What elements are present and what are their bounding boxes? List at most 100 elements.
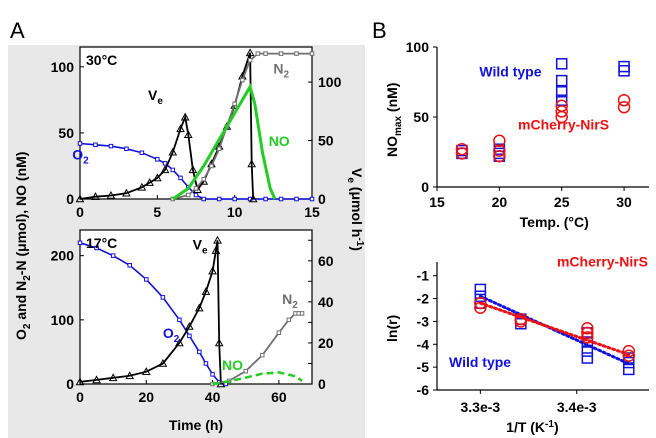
data-point-o2 <box>127 263 132 268</box>
y-tick-label: -6 <box>417 382 430 398</box>
data-point-ve <box>158 358 168 367</box>
x-tick-label: 3.4e-3 <box>557 399 597 415</box>
data-point-o2 <box>294 196 299 202</box>
data-point-ve <box>180 112 190 121</box>
legend-wild-type: Wild type <box>479 63 541 79</box>
fit-line-mcherry-nirs <box>478 301 631 357</box>
data-point-ve <box>211 246 221 254</box>
data-point-mcherry-nirs <box>622 344 636 358</box>
data-point-n2 <box>276 330 282 335</box>
data-point-o2 <box>144 277 149 282</box>
y-axis-label: NOmax (nM) <box>384 83 404 157</box>
x-tick-label: 5 <box>153 204 161 220</box>
legend-wild-type: Wild type <box>449 354 511 370</box>
x-tick-label: 20 <box>138 389 154 405</box>
series-label-n2: N2 <box>273 60 289 80</box>
data-point-mcherry-nirs <box>617 100 631 114</box>
data-point-o2 <box>110 253 116 258</box>
y-tick-label-right: 0 <box>318 191 326 207</box>
data-point-n2 <box>247 57 253 63</box>
series-label-no: NO <box>222 357 243 373</box>
data-point-o2 <box>201 196 206 202</box>
plot-a-bottom-frame <box>79 229 313 385</box>
data-point-o2 <box>197 349 202 355</box>
x-tick-label: 0 <box>76 389 84 405</box>
data-point-n2 <box>263 51 268 56</box>
data-point-n2 <box>243 368 248 374</box>
y-tick-label-left: 50 <box>58 125 74 141</box>
data-point-ve <box>75 194 85 203</box>
y-tick-label-right: 100 <box>318 74 342 90</box>
data-point-mcherry-nirs <box>455 147 469 160</box>
data-point-o2 <box>309 196 315 202</box>
data-point-mcherry-nirs <box>555 105 568 118</box>
data-point-ve <box>194 303 204 312</box>
data-point-ve <box>91 192 100 200</box>
y-tick-label-left: 200 <box>51 248 75 264</box>
data-point-ve <box>168 147 178 156</box>
plot-a-bottom: 0 20 40 60 0 100 200 0 20 40 60 17°C O2 Ve N2 NO <box>51 235 334 405</box>
data-point-ve <box>248 194 258 203</box>
data-point-o2 <box>278 196 284 202</box>
data-point-ve <box>213 235 222 244</box>
data-point-wild-type <box>623 363 635 376</box>
y-tick-label-right: 50 <box>318 133 334 149</box>
data-point-mcherry-nirs <box>514 315 528 328</box>
data-point-o2 <box>155 157 160 162</box>
data-point-n2 <box>309 51 315 56</box>
data-point-mcherry-nirs <box>581 326 594 340</box>
data-point-ve <box>122 188 131 197</box>
series-label-no: NO <box>269 133 290 149</box>
data-point-o2 <box>210 372 215 377</box>
y-tick-label-right: 60 <box>318 253 334 269</box>
data-point-ve <box>185 321 194 330</box>
legend-mcherry-nirs: mCherry-NirS <box>557 254 648 270</box>
y-tick-label-left: 0 <box>66 191 74 207</box>
data-point-n2 <box>286 317 292 323</box>
data-point-o2 <box>177 317 182 323</box>
y-tick-label: -2 <box>417 291 430 307</box>
data-point-o2 <box>232 196 237 202</box>
data-point-ve <box>141 367 151 375</box>
x-tick-label: 3.3e-3 <box>461 399 501 415</box>
series-line-no <box>171 82 277 201</box>
fit-line-wild-type <box>478 294 631 366</box>
series-label-ve: Ve <box>148 87 163 107</box>
x-tick-label: 20 <box>492 194 508 210</box>
plot-b-top: 15 20 25 30 0 50 100 Wild type mCherry-NirS Temp.… <box>384 39 649 230</box>
data-point-o2 <box>139 150 145 155</box>
series-label-ve: Ve <box>193 236 208 256</box>
data-point-mcherry-nirs <box>455 142 469 156</box>
data-point-ve <box>183 130 193 138</box>
data-point-o2 <box>170 167 176 173</box>
data-point-n2 <box>240 77 245 83</box>
data-point-o2 <box>263 196 268 202</box>
x-tick-label: 0 <box>76 204 84 220</box>
plot-b-bottom: 3.3e-3 3.4e-3 -1 -2 -3 -4 -5 -6 mCherry-NirS Wild… <box>384 254 649 435</box>
plot-annotation-temperature: 17°C <box>86 235 117 251</box>
data-point-n2 <box>193 186 199 191</box>
y-tick-label: 50 <box>413 109 429 125</box>
x-axis-label: 1/T (K-1) <box>506 419 558 435</box>
data-point-mcherry-nirs <box>581 331 594 344</box>
y-tick-label-left: 100 <box>51 312 75 328</box>
data-point-mcherry-nirs <box>474 301 487 314</box>
data-point-mcherry-nirs <box>474 296 487 310</box>
y-tick-label-right: 20 <box>318 335 334 351</box>
x-tick-label: 30 <box>616 194 632 210</box>
panel-a-right-axis-label: Ve (μmol h-1) <box>345 168 365 251</box>
data-point-mcherry-nirs <box>622 349 636 362</box>
data-point-o2 <box>193 192 199 198</box>
data-point-ve <box>245 48 255 57</box>
data-point-wild-type <box>623 356 635 369</box>
x-tick-label: 10 <box>227 204 243 220</box>
data-point-ve <box>247 159 257 168</box>
y-axis-label: ln(r) <box>384 315 400 342</box>
x-tick-label: 15 <box>304 204 320 220</box>
y-tick-label-left: 0 <box>66 376 74 392</box>
data-point-o2 <box>160 295 166 300</box>
y-tick-label-right: 0 <box>318 376 326 392</box>
data-point-wild-type <box>581 352 594 364</box>
data-point-ve <box>75 377 85 386</box>
